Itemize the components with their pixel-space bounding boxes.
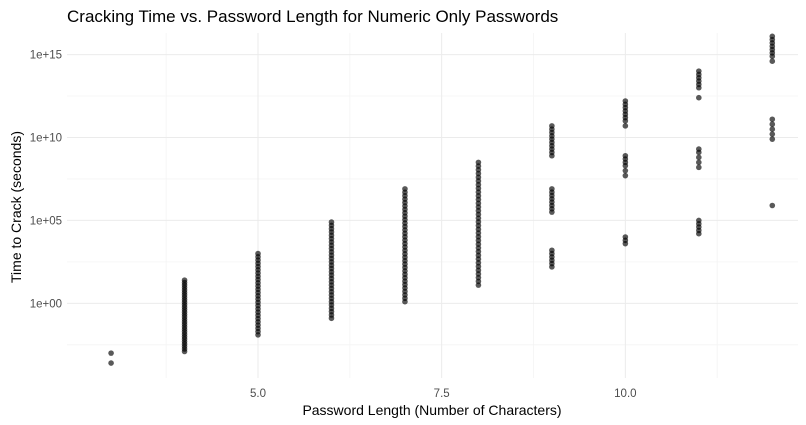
data-point	[622, 167, 629, 174]
data-point	[696, 68, 702, 74]
data-point	[622, 172, 629, 179]
x-tick-label: 7.5	[434, 388, 450, 400]
data-point	[402, 186, 408, 192]
data-point	[769, 131, 776, 137]
data-point	[696, 159, 702, 166]
data-point	[328, 219, 335, 225]
data-point	[108, 360, 114, 366]
data-point	[622, 234, 629, 240]
data-point	[696, 164, 702, 171]
data-point	[475, 159, 482, 166]
data-point	[769, 126, 776, 132]
x-axis-title: Password Length (Number of Characters)	[302, 402, 561, 418]
data-point	[255, 250, 261, 257]
data-point	[769, 202, 776, 209]
y-tick-label: 1e+15	[30, 50, 62, 62]
data-point	[769, 121, 776, 128]
y-axis-title: Time to Crack (seconds)	[8, 131, 24, 283]
data-point	[549, 123, 555, 129]
data-point	[181, 277, 188, 283]
data-point	[622, 98, 629, 104]
data-point	[549, 247, 555, 254]
data-point	[549, 186, 555, 192]
grid-layer	[67, 33, 798, 378]
data-point	[769, 33, 776, 40]
data-point	[696, 94, 702, 101]
data-point	[696, 217, 702, 224]
x-tick-label: 10.0	[614, 388, 636, 400]
data-point	[108, 350, 114, 356]
data-point	[696, 154, 702, 161]
y-tick-label: 1e+10	[30, 132, 62, 144]
data-point	[769, 136, 776, 142]
chart-title: Cracking Time vs. Password Length for Nu…	[67, 7, 558, 26]
data-point	[696, 146, 702, 152]
data-point	[622, 123, 629, 129]
x-tick-label: 5.0	[250, 388, 266, 400]
y-tick-label: 1e+00	[30, 298, 62, 310]
points-layer	[108, 33, 776, 366]
data-point	[622, 152, 629, 159]
tick-layer: 5.0 7.5 10.0 1e+00 1e+05 1e+10 1e+15	[30, 50, 637, 400]
data-point	[769, 116, 776, 123]
y-tick-label: 1e+05	[30, 215, 62, 227]
data-point	[769, 58, 776, 64]
